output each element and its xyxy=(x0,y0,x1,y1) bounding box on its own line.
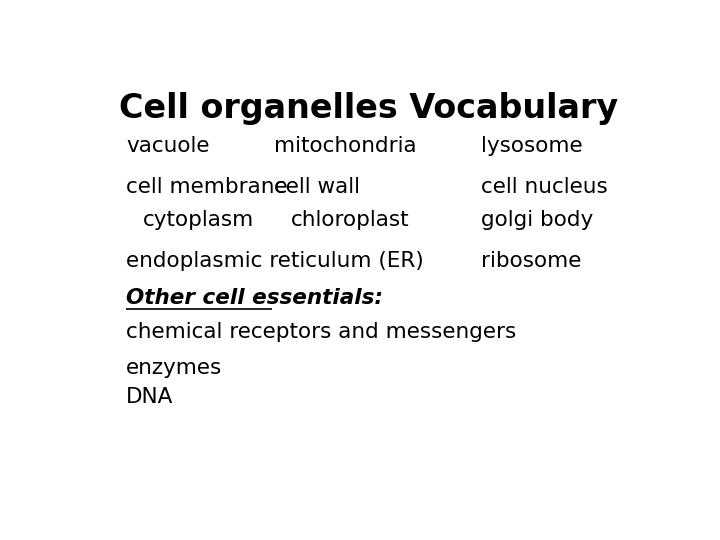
Text: mitochondria: mitochondria xyxy=(274,136,417,156)
Text: vacuole: vacuole xyxy=(126,136,210,156)
Text: cell wall: cell wall xyxy=(274,178,360,198)
Text: golgi body: golgi body xyxy=(481,210,593,230)
Text: enzymes: enzymes xyxy=(126,357,222,377)
Text: chloroplast: chloroplast xyxy=(291,210,410,230)
Text: DNA: DNA xyxy=(126,387,174,408)
Text: cell membrane: cell membrane xyxy=(126,178,288,198)
Text: chemical receptors and messengers: chemical receptors and messengers xyxy=(126,322,516,342)
Text: cytoplasm: cytoplasm xyxy=(143,210,254,230)
Text: Other cell essentials:: Other cell essentials: xyxy=(126,288,383,308)
Text: endoplasmic reticulum (ER): endoplasmic reticulum (ER) xyxy=(126,252,424,272)
Text: ribosome: ribosome xyxy=(481,252,581,272)
Text: Cell organelles Vocabulary: Cell organelles Vocabulary xyxy=(120,92,618,125)
Text: lysosome: lysosome xyxy=(481,136,582,156)
Text: cell nucleus: cell nucleus xyxy=(481,178,608,198)
